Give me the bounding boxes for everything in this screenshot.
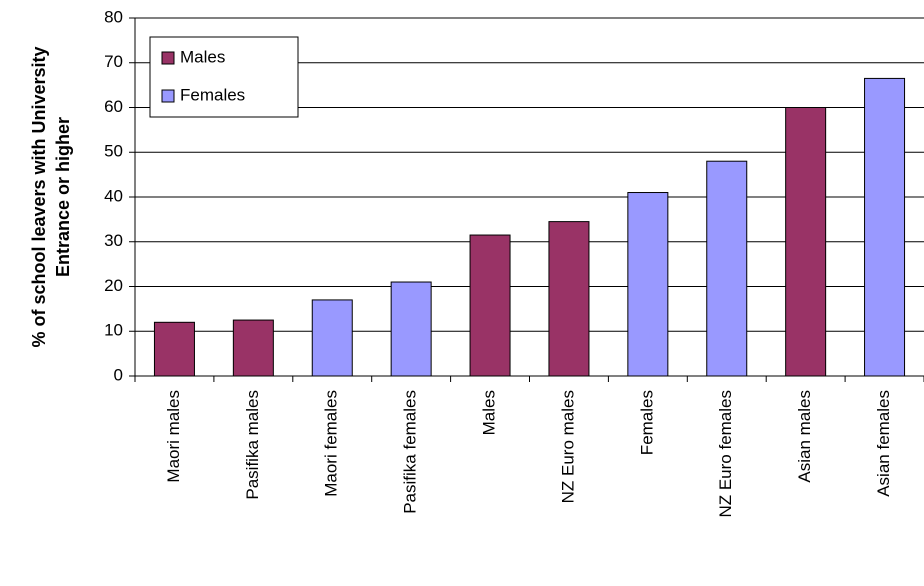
bar [469,234,511,377]
x-tick-label: Females [637,390,656,455]
bar [785,107,827,377]
y-label-line: % of school leavers with University [29,46,49,347]
y-tick-label: 60 [104,97,123,116]
x-tick-label: Males [480,390,499,435]
y-tick-label: 70 [104,52,123,71]
x-tick-label: Maori females [322,390,341,497]
y-tick-label: 40 [104,186,123,205]
x-tick-label: Asian males [795,390,814,483]
x-tick-label: Pasifika males [243,390,262,500]
bar [232,319,274,377]
y-tick-label: 30 [104,231,123,250]
y-label-line: Entrance or higher [53,117,73,277]
y-tick-label: 50 [104,142,123,161]
legend: Males Females [149,36,299,118]
bar [627,192,669,377]
legend-box [149,36,299,118]
x-tick-label: NZ Euro females [716,390,735,518]
bar [311,299,353,377]
y-tick-label: 80 [104,7,123,26]
y-tick-label: 10 [104,321,123,340]
bar [706,160,748,377]
bar [548,221,590,377]
legend-label: Males [180,47,225,66]
legend-swatch [161,89,175,103]
y-axis-title: % of school leavers with University Entr… [29,46,73,347]
x-tick-label: NZ Euro males [558,390,577,503]
y-tick-label: 20 [104,276,123,295]
x-tick-label: Pasifika females [401,390,420,514]
bar [153,321,195,377]
legend-label: Females [180,85,245,104]
legend-swatch [161,51,175,65]
bar [864,77,906,377]
bar [390,281,432,377]
x-tick-label: Maori males [164,390,183,483]
y-tick-label: 0 [114,365,123,384]
x-tick-label: Asian females [874,390,893,497]
